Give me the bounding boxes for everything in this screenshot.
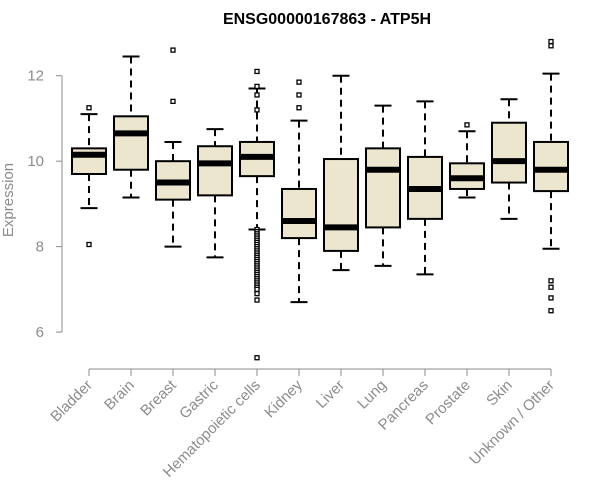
x-tick-label: Lung (354, 377, 390, 413)
y-axis: 6 8 10 12 (27, 68, 63, 341)
box-bladder (71, 105, 107, 248)
y-tick-label: 8 (36, 239, 44, 256)
box-kidney (281, 79, 317, 304)
box-unknown-other (533, 38, 569, 314)
outlier-point (254, 83, 260, 90)
outlier-point (464, 122, 470, 128)
outlier-point (548, 278, 554, 284)
x-tick-label: Breast (137, 376, 180, 419)
box-pancreas (407, 100, 443, 276)
outlier-point (296, 105, 302, 111)
outlier-point (254, 107, 260, 113)
x-tick-label: Skin (483, 377, 516, 410)
iqr-box (533, 140, 569, 193)
chart-title: ENSG00000167863 - ATP5H (223, 11, 431, 28)
outlier-point (170, 47, 176, 53)
x-tick-label: Brain (101, 377, 138, 414)
outlier-point (548, 38, 554, 45)
outlier-point (548, 284, 554, 290)
box-gastric (197, 128, 233, 259)
outlier-point (548, 308, 554, 314)
outlier-point (254, 92, 260, 98)
x-tick-label: Liver (313, 377, 348, 412)
y-tick-label: 10 (27, 153, 44, 170)
boxes (71, 38, 569, 361)
outlier-point (548, 295, 554, 301)
y-axis-label: Expression (0, 163, 17, 237)
iqr-box (197, 145, 233, 197)
outlier-point (296, 92, 302, 98)
outlier-point (296, 79, 302, 85)
outlier-point (170, 98, 176, 105)
box-skin (491, 98, 527, 220)
x-tick-label: Kidney (261, 376, 306, 421)
iqr-box (113, 115, 149, 171)
iqr-box (365, 147, 401, 229)
x-tick-label: Bladder (47, 377, 96, 426)
outlier-point (254, 68, 260, 75)
iqr-box (491, 121, 527, 184)
outlier-point (254, 355, 260, 361)
x-tick-label: Prostate (422, 377, 474, 429)
box-hematopoietic-cells (239, 68, 275, 361)
iqr-box (281, 187, 317, 240)
outlier-point (86, 105, 92, 111)
iqr-box (323, 158, 359, 252)
outlier-point (254, 297, 260, 303)
outlier-point (254, 290, 260, 297)
box-brain (113, 55, 149, 199)
box-prostate (449, 122, 485, 199)
outlier-point (548, 43, 554, 49)
box-lung (365, 104, 401, 267)
y-tick-label: 12 (27, 68, 44, 85)
box-breast (155, 47, 191, 248)
outlier-point (254, 286, 260, 293)
box-liver (323, 74, 359, 272)
y-tick-label: 6 (36, 324, 44, 341)
outlier-point (86, 241, 92, 248)
